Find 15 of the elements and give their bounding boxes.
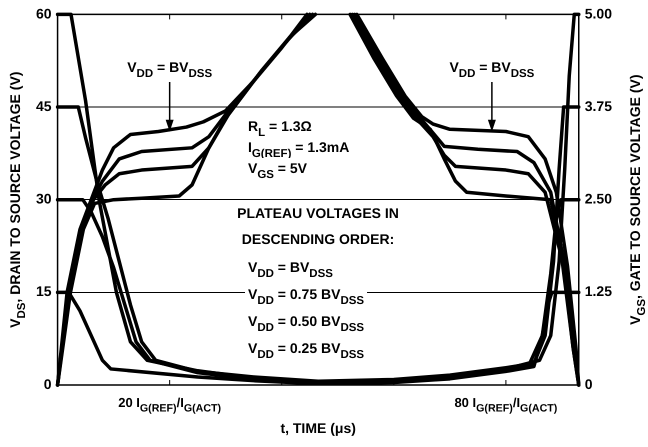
y2-tick-label: 0 <box>584 376 593 392</box>
y-tick-label: 30 <box>36 190 52 207</box>
y2-tick-label: 2.50 <box>584 190 612 207</box>
annotation: PLATEAU VOLTAGES IN <box>237 205 399 221</box>
y-tick-label: 15 <box>36 283 52 300</box>
y2-tick-label: 5.00 <box>584 5 612 22</box>
y2-axis-title: VGS, GATE TO SOURCE VOLTAGE (V) <box>627 74 648 325</box>
y2-tick-label: 3.75 <box>584 98 612 114</box>
y-tick-label: 45 <box>36 98 52 114</box>
y-tick-label: 60 <box>36 5 52 22</box>
x-axis-title: t, TIME (μs) <box>280 420 356 436</box>
y-axis-title: VDS, DRAIN TO SOURCE VOLTAGE (V) <box>7 72 28 328</box>
y-tick-label: 0 <box>44 376 52 392</box>
y2-tick-label: 1.25 <box>584 283 612 300</box>
annotation: DESCENDING ORDER: <box>242 231 394 247</box>
